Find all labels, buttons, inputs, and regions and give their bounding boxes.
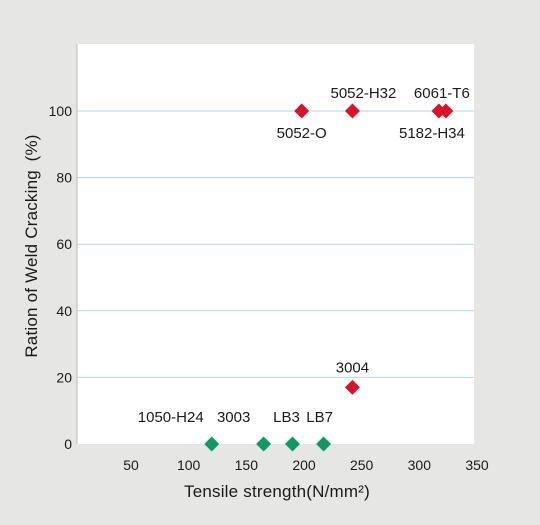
x-tick-label: 250 xyxy=(350,457,374,473)
x-tick-label: 350 xyxy=(465,457,489,473)
x-tick-label: 300 xyxy=(408,457,432,473)
point-label: 6061-T6 xyxy=(414,85,470,102)
y-tick-label: 20 xyxy=(56,369,72,385)
y-axis-title: Ration of Weld Cracking (%) xyxy=(22,134,41,357)
x-axis-title: Tensile strength(N/mm²) xyxy=(184,482,370,501)
tick-labels: 0 20 40 60 80 100 50 100 150 200 250 300 350 xyxy=(49,103,489,473)
x-tick-label: 150 xyxy=(235,457,259,473)
y-tick-label: 40 xyxy=(56,303,72,319)
data-point-lb3 xyxy=(284,436,300,452)
point-label: 5182-H34 xyxy=(399,125,465,142)
x-tick-label: 100 xyxy=(177,457,201,473)
point-label: 5052-O xyxy=(277,125,327,142)
y-tick-label: 0 xyxy=(64,436,72,452)
data-point-3004 xyxy=(344,379,360,395)
point-label: 3003 xyxy=(217,409,250,426)
gridlines xyxy=(77,110,474,378)
data-point-5052-o xyxy=(294,103,310,119)
data-point-1050-h24 xyxy=(204,436,220,452)
point-label: 3004 xyxy=(336,359,369,376)
y-tick-label: 100 xyxy=(49,103,73,119)
data-point-3003 xyxy=(256,436,272,452)
data-point-6061-t6 xyxy=(438,103,454,119)
y-tick-label: 80 xyxy=(56,170,72,186)
point-label: LB7 xyxy=(306,409,333,426)
point-labels: 5052-O 5052-H32 5182-H34 6061-T6 3004 1050-H2… xyxy=(138,85,470,426)
data-points xyxy=(204,103,454,452)
y-tick-label: 60 xyxy=(56,236,72,252)
point-label: 1050-H24 xyxy=(138,409,204,426)
data-point-5052-h32 xyxy=(344,103,360,119)
x-tick-label: 200 xyxy=(292,457,316,473)
data-point-lb7 xyxy=(316,436,332,452)
x-tick-label: 50 xyxy=(123,457,139,473)
point-label: 5052-H32 xyxy=(330,85,396,102)
point-label: LB3 xyxy=(273,409,300,426)
